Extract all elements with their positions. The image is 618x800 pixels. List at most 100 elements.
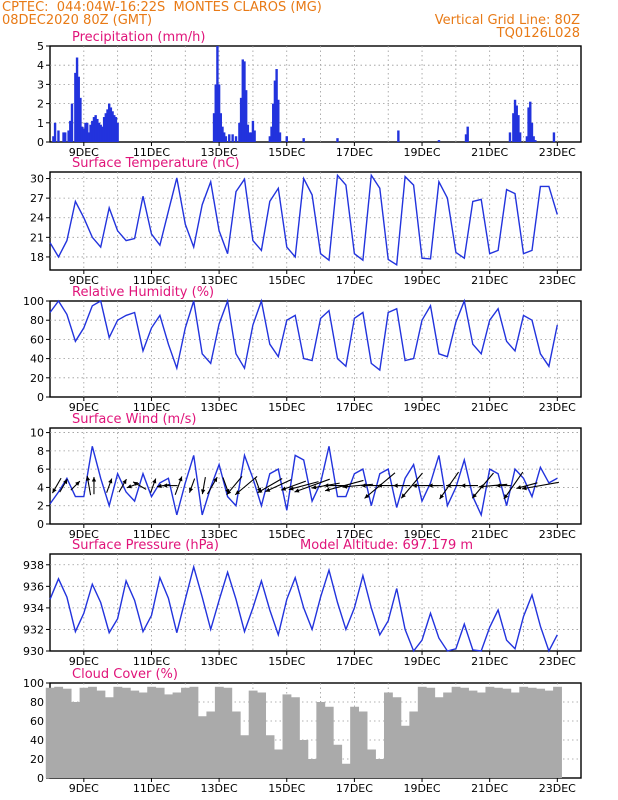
cloud-bar: [519, 686, 529, 778]
precip-bar: [508, 132, 512, 142]
precip-bar: [75, 57, 79, 142]
precip-bar: [86, 122, 89, 142]
series-line: [49, 564, 558, 653]
wind-arrow-head: [478, 484, 484, 489]
cloud-bar: [409, 711, 419, 778]
y-tick-label: 3: [37, 78, 44, 91]
y-tick-label: 18: [30, 251, 44, 264]
wind-arrow-head: [235, 490, 241, 495]
precip-bar: [246, 124, 250, 142]
precip-bar: [113, 115, 116, 142]
x-tick-label: 13DEC: [201, 655, 238, 668]
header-date: 08DEC2020 80Z (GMT): [2, 13, 153, 28]
cloud-bar: [510, 692, 520, 778]
y-tick-label: 40: [30, 353, 44, 366]
precip-bar: [275, 69, 278, 142]
panel-title: Precipitation (mm/h): [72, 30, 205, 45]
precip-bar: [250, 132, 253, 142]
precip-bar: [107, 103, 111, 142]
precip-bar: [212, 113, 216, 142]
cloud-bar: [257, 692, 267, 778]
x-tick-label: 11DEC: [133, 782, 170, 795]
x-tick-label: 19DEC: [403, 528, 440, 541]
y-tick-label: 100: [23, 677, 44, 690]
wind-arrow-head: [325, 487, 330, 492]
precip-bar: [57, 130, 60, 142]
precip-bar: [273, 80, 277, 142]
precip-bar: [116, 122, 119, 142]
x-tick-label: 23DEC: [539, 655, 576, 668]
cloud-bar: [223, 687, 233, 778]
precip-bar: [530, 122, 534, 142]
precip-bar: [552, 132, 556, 142]
x-tick-label: 19DEC: [403, 146, 440, 159]
precip-bar: [228, 134, 231, 142]
x-tick-label: 21DEC: [471, 274, 508, 287]
wind-arrow-head: [75, 481, 80, 486]
wind-arrow-head: [257, 488, 263, 493]
precip-bar: [278, 132, 282, 142]
cloud-bar: [197, 716, 207, 778]
cloud-bar: [231, 711, 241, 778]
wind-arrow-head: [393, 483, 398, 488]
x-tick-label: 15DEC: [268, 401, 305, 414]
y-tick-label: 6: [37, 463, 44, 476]
precip-bar: [102, 117, 106, 142]
cloud-bar: [493, 687, 503, 778]
wind-arrow-head: [412, 483, 417, 488]
cloud-bar: [307, 759, 317, 778]
y-tick-label: 930: [23, 645, 44, 658]
header-station: CPTEC: 044:04W-16:22S MONTES CLAROS (MG): [2, 0, 322, 15]
x-tick-label: 15DEC: [268, 528, 305, 541]
precip-bar: [104, 113, 108, 142]
precip-bar: [529, 101, 532, 142]
cloud-bar: [350, 706, 360, 778]
cloud-bar: [400, 725, 410, 778]
y-tick-label: 20: [30, 372, 44, 385]
x-tick-label: 23DEC: [539, 146, 576, 159]
x-tick-label: 19DEC: [403, 401, 440, 414]
cloud-bar: [536, 688, 546, 778]
precip-bar: [532, 136, 535, 142]
x-tick-label: 13DEC: [201, 146, 238, 159]
wind-arrow: [288, 481, 319, 491]
precip-bar: [101, 126, 104, 142]
wind-arrow-head: [157, 483, 162, 489]
wind-arrow-head: [108, 478, 113, 484]
x-tick-label: 13DEC: [201, 401, 238, 414]
x-tick-label: 9DEC: [69, 782, 99, 795]
precip-bar: [268, 136, 272, 142]
wind-arrow: [521, 481, 559, 490]
cloud-bar: [181, 687, 190, 778]
cloud-bar: [121, 687, 131, 778]
x-tick-label: 23DEC: [539, 782, 576, 795]
y-tick-label: 932: [23, 623, 44, 636]
precip-bar: [64, 132, 67, 142]
cloud-bar: [392, 697, 402, 778]
y-tick-label: 1: [37, 117, 44, 130]
cloud-bar: [476, 692, 486, 778]
y-tick-label: 60: [30, 715, 44, 728]
cloud-bar: [113, 686, 123, 778]
wind-arrow-head: [495, 483, 501, 488]
wind-arrow-head: [213, 477, 218, 483]
precip-bar: [277, 99, 280, 142]
cloud-bar: [172, 692, 182, 778]
plot-frame: [49, 300, 582, 398]
cloud-bar: [290, 697, 300, 778]
x-tick-label: 21DEC: [471, 528, 508, 541]
precip-bar: [79, 97, 82, 142]
wind-arrow: [324, 479, 364, 492]
cloud-bar: [333, 744, 343, 778]
wind-arrow-head: [133, 481, 139, 486]
precip-bar: [111, 111, 114, 142]
cloud-bar: [104, 697, 114, 778]
precip-bar: [515, 105, 518, 142]
y-tick-label: 27: [30, 192, 44, 205]
y-tick-label: 0: [37, 136, 44, 149]
wind-arrow-head: [201, 489, 206, 495]
cloud-bar: [527, 687, 537, 778]
cloud-bar: [147, 686, 157, 778]
precip-bar: [512, 113, 515, 142]
x-tick-label: 15DEC: [268, 782, 305, 795]
